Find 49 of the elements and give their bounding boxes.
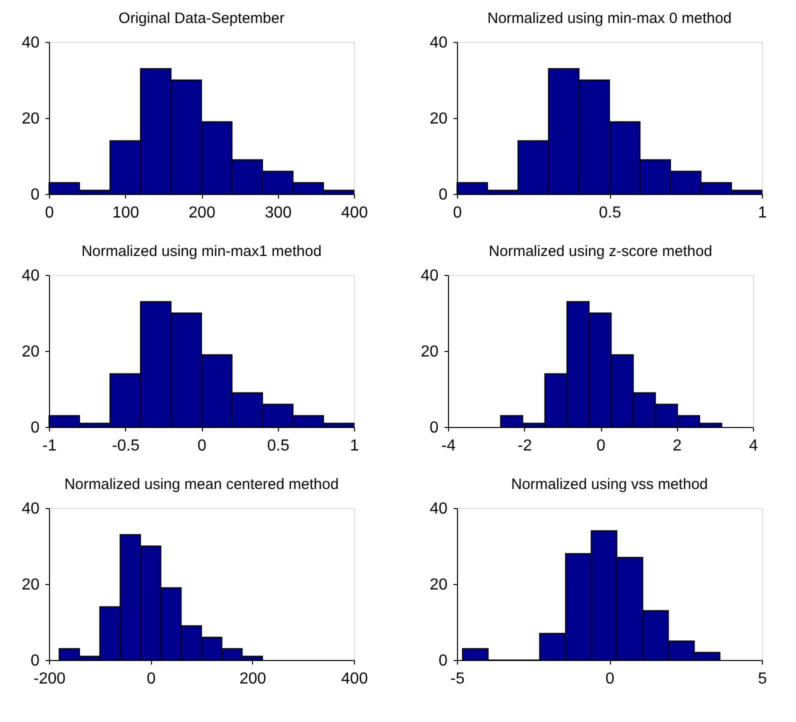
chart-title: Normalized using z-score method xyxy=(488,243,712,260)
x-tick-label: 300 xyxy=(264,204,292,222)
x-tick-label: 200 xyxy=(239,670,266,688)
x-tick-label: 1 xyxy=(758,204,768,222)
x-tick-label: 2 xyxy=(672,438,682,454)
x-tick-label: 0 xyxy=(606,670,615,688)
x-tick-label: 0.5 xyxy=(267,438,290,454)
chart-title: Normalized using min-max 0 method xyxy=(487,10,732,27)
x-tick-label: -5 xyxy=(450,670,465,688)
x-tick-label: 0 xyxy=(453,204,462,222)
x-tick-label: 0 xyxy=(146,670,156,688)
y-tick-label: 20 xyxy=(22,110,40,128)
x-tick-label: -1 xyxy=(42,438,57,454)
chart-title: Normalized using vss method xyxy=(511,476,708,493)
x-tick-label: 400 xyxy=(341,204,368,222)
y-tick-label: 20 xyxy=(22,344,40,360)
x-tick-label: 5 xyxy=(758,670,768,688)
y-tick-label: 20 xyxy=(420,344,439,360)
x-tick-label: 1 xyxy=(350,438,360,454)
y-tick-label: 40 xyxy=(22,500,40,518)
x-tick-label: 0 xyxy=(198,438,207,454)
x-tick-label: 0 xyxy=(596,438,606,454)
y-tick-label: 0 xyxy=(438,186,448,204)
x-tick-label: -2 xyxy=(518,438,532,454)
y-tick-label: 0 xyxy=(438,652,448,670)
x-tick-label: 0 xyxy=(45,204,54,222)
y-tick-label: 20 xyxy=(430,110,448,128)
x-tick-label: 100 xyxy=(112,204,140,222)
chart-title: Normalized using mean centered method xyxy=(64,476,339,493)
x-tick-label: 200 xyxy=(188,204,216,222)
y-tick-label: 40 xyxy=(420,268,439,284)
x-tick-label: -4 xyxy=(441,438,456,454)
y-tick-label: 20 xyxy=(430,576,448,594)
y-tick-label: 40 xyxy=(430,500,448,518)
chart-title: Normalized using min-max1 method xyxy=(81,243,322,260)
x-tick-label: -200 xyxy=(33,670,66,688)
y-tick-label: 40 xyxy=(22,268,40,284)
chart-title: Original Data-September xyxy=(118,10,284,27)
x-tick-label: 4 xyxy=(749,438,758,454)
y-tick-label: 20 xyxy=(22,576,40,594)
y-tick-label: 0 xyxy=(430,420,439,436)
y-tick-label: 0 xyxy=(30,186,40,204)
y-tick-label: 40 xyxy=(430,34,448,52)
x-tick-label: -0.5 xyxy=(112,438,140,454)
y-tick-label: 0 xyxy=(30,420,40,436)
y-tick-label: 40 xyxy=(22,34,40,52)
x-tick-label: 0.5 xyxy=(598,204,622,222)
y-tick-label: 0 xyxy=(30,652,40,670)
x-tick-label: 400 xyxy=(341,670,368,688)
